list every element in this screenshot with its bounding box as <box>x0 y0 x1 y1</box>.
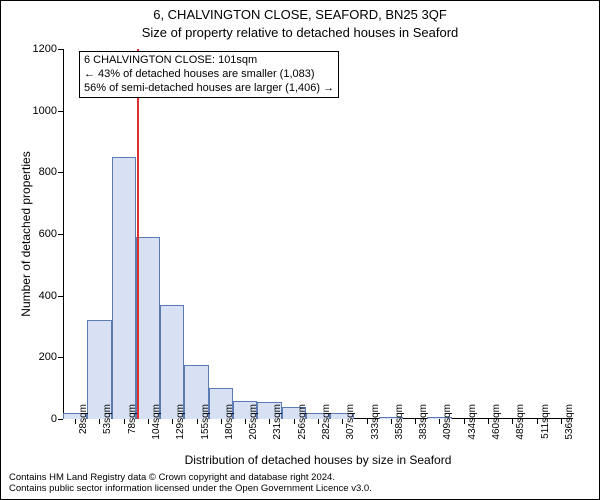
x-tick <box>512 419 513 424</box>
x-tick-label: 511sqm <box>540 404 551 448</box>
x-tick-label: 282sqm <box>321 404 332 448</box>
x-tick-label: 256sqm <box>297 404 308 448</box>
x-tick <box>342 419 343 424</box>
x-tick-label: 104sqm <box>151 404 162 448</box>
x-tick <box>124 419 125 424</box>
x-tick-label: 536sqm <box>564 404 575 448</box>
x-tick-label: 434sqm <box>467 404 478 448</box>
y-tick-label: 400 <box>23 290 57 302</box>
x-tick <box>488 419 489 424</box>
plot-area <box>63 49 573 419</box>
x-tick-label: 180sqm <box>224 404 235 448</box>
histogram-bar <box>160 305 184 419</box>
x-tick <box>318 419 319 424</box>
x-tick-label: 460sqm <box>491 404 502 448</box>
footer: Contains HM Land Registry data © Crown c… <box>9 473 372 495</box>
x-tick <box>245 419 246 424</box>
x-tick-label: 383sqm <box>418 404 429 448</box>
annotation-box: 6 CHALVINGTON CLOSE: 101sqm← 43% of deta… <box>79 51 339 98</box>
x-tick-label: 205sqm <box>248 404 259 448</box>
x-tick-label: 155sqm <box>200 404 211 448</box>
x-tick <box>99 419 100 424</box>
chart-container: 6, CHALVINGTON CLOSE, SEAFORD, BN25 3QF … <box>0 0 600 500</box>
x-tick <box>269 419 270 424</box>
x-tick-label: 333sqm <box>370 404 381 448</box>
x-tick-label: 409sqm <box>442 404 453 448</box>
x-tick-label: 307sqm <box>345 404 356 448</box>
y-tick-label: 200 <box>23 351 57 363</box>
y-tick-label: 600 <box>23 228 57 240</box>
x-tick <box>537 419 538 424</box>
x-tick <box>561 419 562 424</box>
x-tick-label: 129sqm <box>175 404 186 448</box>
x-tick <box>391 419 392 424</box>
x-tick-label: 78sqm <box>127 404 138 448</box>
x-tick <box>221 419 222 424</box>
histogram-bar <box>112 157 136 419</box>
y-tick-label: 1000 <box>23 105 57 117</box>
annotation-line: 6 CHALVINGTON CLOSE: 101sqm <box>84 54 334 68</box>
annotation-line: 56% of semi-detached houses are larger (… <box>84 82 334 96</box>
x-tick-label: 485sqm <box>515 404 526 448</box>
x-tick <box>197 419 198 424</box>
x-tick-label: 53sqm <box>102 404 113 448</box>
x-tick-label: 231sqm <box>272 404 283 448</box>
x-axis-label: Distribution of detached houses by size … <box>63 453 573 467</box>
y-axis-line <box>63 49 64 419</box>
histogram-bar <box>136 237 160 419</box>
y-tick-label: 1200 <box>23 43 57 55</box>
y-tick <box>58 111 63 112</box>
x-tick <box>367 419 368 424</box>
x-tick <box>415 419 416 424</box>
reference-line <box>137 49 139 419</box>
chart-subtitle: Size of property relative to detached ho… <box>1 25 599 40</box>
y-tick <box>58 419 63 420</box>
y-tick <box>58 357 63 358</box>
x-tick <box>464 419 465 424</box>
y-tick <box>58 234 63 235</box>
x-tick <box>294 419 295 424</box>
y-tick <box>58 296 63 297</box>
y-tick <box>58 49 63 50</box>
x-tick-label: 28sqm <box>78 404 89 448</box>
x-tick <box>75 419 76 424</box>
y-tick-label: 800 <box>23 166 57 178</box>
y-tick-label: 0 <box>23 413 57 425</box>
x-tick <box>439 419 440 424</box>
x-tick <box>148 419 149 424</box>
annotation-line: ← 43% of detached houses are smaller (1,… <box>84 68 334 82</box>
x-tick-label: 358sqm <box>394 404 405 448</box>
x-tick <box>172 419 173 424</box>
footer-line-2: Contains public sector information licen… <box>9 484 372 495</box>
chart-title: 6, CHALVINGTON CLOSE, SEAFORD, BN25 3QF <box>1 7 599 22</box>
y-tick <box>58 172 63 173</box>
